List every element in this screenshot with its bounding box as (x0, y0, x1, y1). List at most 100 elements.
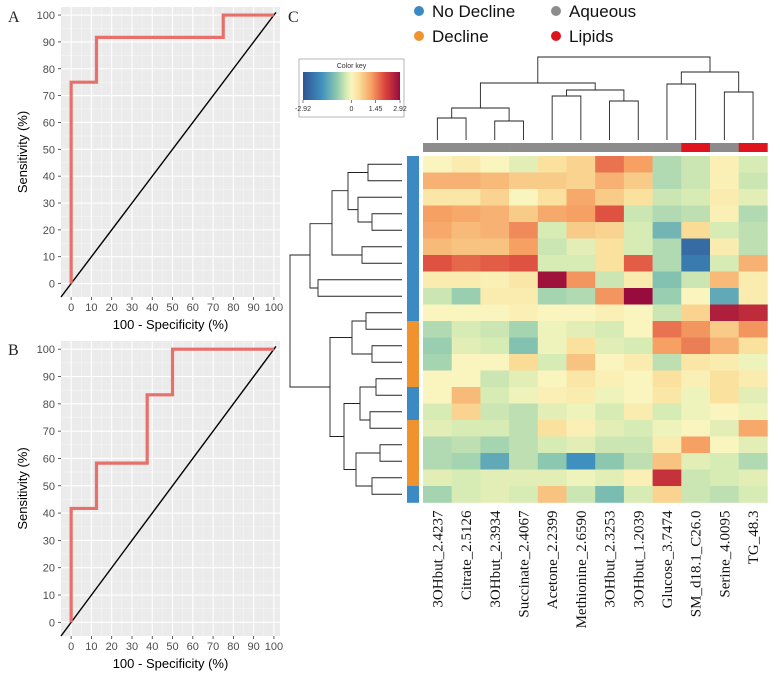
heatmap-cell (566, 469, 596, 487)
heatmap-cell (509, 271, 539, 289)
heatmap-cell (652, 469, 682, 487)
row-dendrogram-link (329, 337, 352, 437)
heatmap-cell (595, 189, 625, 206)
heatmap-cell (480, 420, 510, 437)
heatmap-cell (595, 469, 625, 487)
heatmap-cell (681, 486, 711, 503)
y-tick-label: 10 (43, 590, 55, 602)
y-tick-label: 0 (49, 279, 55, 291)
column-label: Citrate_2.5126 (459, 510, 475, 600)
row-group-bar (407, 354, 419, 371)
y-tick-label: 10 (43, 252, 55, 264)
legend-label: Aqueous (569, 2, 636, 21)
heatmap-cell (623, 255, 653, 272)
heatmap-cell (652, 304, 682, 322)
heatmap-cell (738, 321, 768, 338)
heatmap-cell (595, 304, 625, 322)
heatmap-cell (423, 337, 452, 355)
heatmap-cell (652, 205, 682, 223)
row-dendrogram-link (357, 196, 402, 223)
heatmap-cell (480, 238, 510, 256)
heatmap-cell (423, 205, 452, 223)
heatmap-cell (537, 288, 567, 305)
heatmap-cell (537, 420, 567, 437)
heatmap-cell (509, 370, 539, 388)
color-key-title: Color key (337, 63, 367, 70)
heatmap-cell (509, 304, 539, 322)
heatmap-cell (738, 420, 768, 437)
x-tick-label: 10 (85, 641, 97, 653)
heatmap-cell (537, 469, 567, 487)
heatmap-cell (623, 304, 653, 322)
heatmap-cell (566, 370, 596, 388)
column-group-bar (652, 143, 682, 152)
heatmap-cell (738, 469, 768, 487)
heatmap-cell (423, 436, 452, 454)
column-dendrogram-link (451, 107, 510, 121)
column-group-bar (480, 143, 510, 152)
y-tick-label: 50 (43, 481, 55, 493)
heatmap-cell (652, 271, 682, 289)
heatmap-cell (480, 370, 510, 388)
reference-line (60, 346, 277, 637)
heatmap-cell (537, 304, 567, 322)
x-tick-label: 30 (126, 641, 138, 653)
heatmap-cell (423, 354, 452, 371)
heatmap-cell (681, 271, 711, 289)
heatmap-cell (623, 453, 653, 470)
heatmap-cell (738, 271, 768, 289)
heatmap-cell (738, 156, 768, 173)
heatmap-cell (595, 222, 625, 239)
heatmap-cell (566, 436, 596, 454)
heatmap-cell (681, 420, 711, 437)
heatmap-cell (566, 271, 596, 289)
heatmap-cell (710, 222, 739, 239)
heatmap-cell (509, 205, 539, 223)
heatmap-cell (623, 271, 653, 289)
column-group-bar (681, 143, 711, 152)
heatmap-cell (451, 469, 481, 487)
heatmap-cell (595, 255, 625, 272)
heatmap-cell (566, 205, 596, 223)
heatmap-cell (681, 370, 711, 388)
heatmap-cell (451, 387, 481, 404)
heatmap-cell (451, 370, 481, 388)
y-tick-label: 20 (43, 225, 55, 237)
heatmap-cell (623, 205, 653, 223)
column-dendrogram-link (551, 95, 582, 140)
heatmap-cell (423, 172, 452, 190)
x-tick-label: 40 (146, 302, 158, 314)
row-group-bar (407, 288, 419, 305)
x-tick-label: 10 (85, 302, 97, 314)
heatmap-cell (537, 238, 567, 256)
column-group-bar (537, 143, 567, 152)
heatmap-chart: 3OHbut_2.4237 Citrate_2.5126 3OHbut_2.3934… (289, 2, 768, 628)
column-label: Acetone_2.2399 (545, 511, 561, 610)
row-dendrogram-link (343, 403, 360, 470)
column-label: Glucose_3.7474 (660, 510, 676, 608)
heatmap-cell (595, 288, 625, 305)
heatmap-cell (710, 271, 739, 289)
legend-marker (551, 6, 561, 16)
y-tick-label: 50 (43, 144, 55, 156)
heatmap-cell (451, 238, 481, 256)
y-tick-label: 100 (37, 344, 55, 356)
heatmap-cell (480, 469, 510, 487)
heatmap-cell (537, 189, 567, 206)
heatmap-cell (623, 354, 653, 371)
heatmap-cell (451, 222, 481, 239)
heatmap-cell (681, 288, 711, 305)
heatmap-cell (566, 288, 596, 305)
heatmap-cell (738, 205, 768, 223)
heatmap-cell (710, 420, 739, 437)
heatmap-cell (509, 288, 539, 305)
heatmap-cell (595, 486, 625, 503)
heatmap-cell (537, 321, 567, 338)
row-group-bar (407, 189, 419, 206)
roc-curve (69, 347, 274, 623)
heatmap-cell (710, 238, 739, 256)
x-tick-label: 100 (265, 641, 283, 653)
column-label: 3OHbut_2.4237 (430, 510, 446, 608)
heatmap-cell (652, 321, 682, 338)
row-dendrogram-link (351, 320, 372, 355)
